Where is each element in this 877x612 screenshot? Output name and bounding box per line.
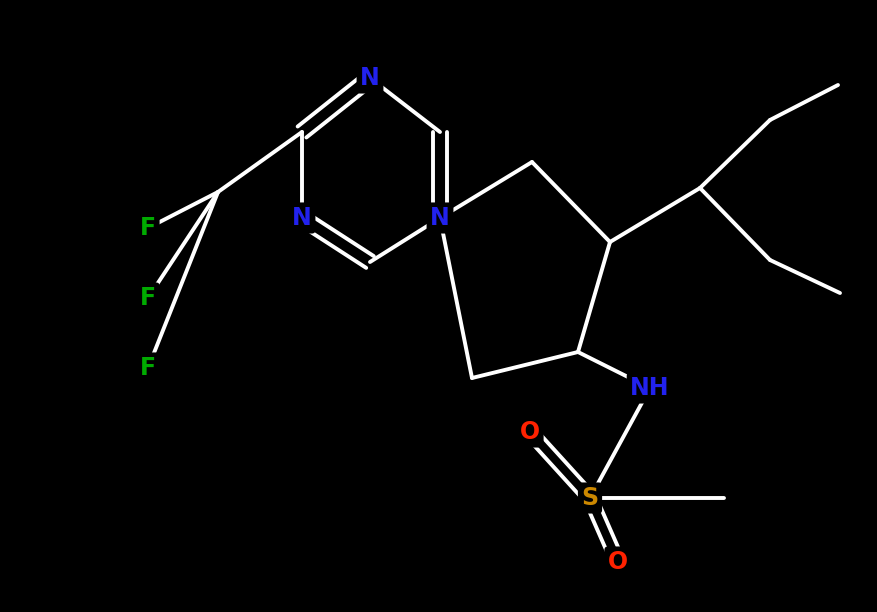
Text: F: F [140,216,156,240]
Text: F: F [140,286,156,310]
Text: F: F [140,356,156,380]
Text: NH: NH [631,376,670,400]
Text: N: N [292,206,312,230]
Text: O: O [608,550,628,574]
Text: O: O [520,420,540,444]
Text: S: S [581,486,599,510]
Text: N: N [430,206,450,230]
Text: N: N [360,66,380,90]
